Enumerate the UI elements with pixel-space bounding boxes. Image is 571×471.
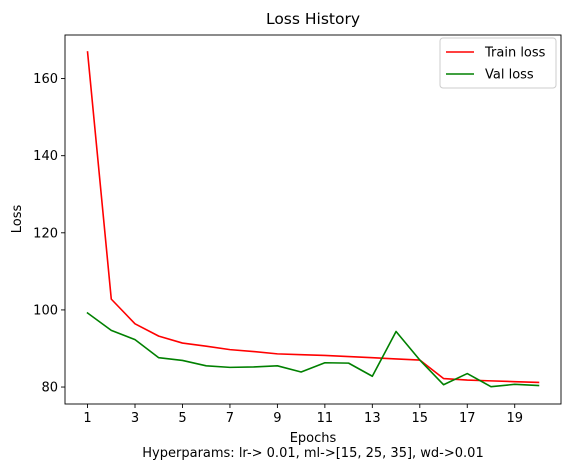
legend-box: [439, 37, 557, 89]
y-axis-label: Loss: [10, 205, 25, 234]
legend-label-val-loss: Val loss: [485, 68, 534, 83]
chart-title: Loss History: [266, 10, 360, 28]
x-axis-label: Epochs: [290, 431, 337, 446]
y-tick-label: 140: [33, 149, 58, 164]
x-tick-label: 17: [459, 411, 476, 426]
legend-label-train-loss: Train loss: [484, 46, 546, 61]
x-tick-label: 13: [364, 411, 381, 426]
x-tick-label: 15: [412, 411, 429, 426]
x-tick-label: 5: [178, 411, 186, 426]
x-tick-label: 1: [83, 411, 91, 426]
series-line-val-loss: [86, 311, 540, 388]
y-tick-label: 120: [33, 226, 58, 241]
plot-frame: [64, 34, 562, 405]
x-tick-label: 19: [506, 411, 523, 426]
x-tick-label: 7: [226, 411, 234, 426]
x-tick-label: 9: [273, 411, 281, 426]
series-line-train-loss: [86, 51, 540, 384]
y-tick-label: 80: [41, 381, 58, 396]
x-tick-label: 3: [131, 411, 139, 426]
y-tick-label: 160: [33, 72, 58, 87]
y-tick-label: 100: [33, 303, 58, 318]
x-tick-label: 11: [317, 411, 334, 426]
hyperparams-caption: Hyperparams: lr-> 0.01, ml->[15, 25, 35]…: [142, 446, 483, 461]
